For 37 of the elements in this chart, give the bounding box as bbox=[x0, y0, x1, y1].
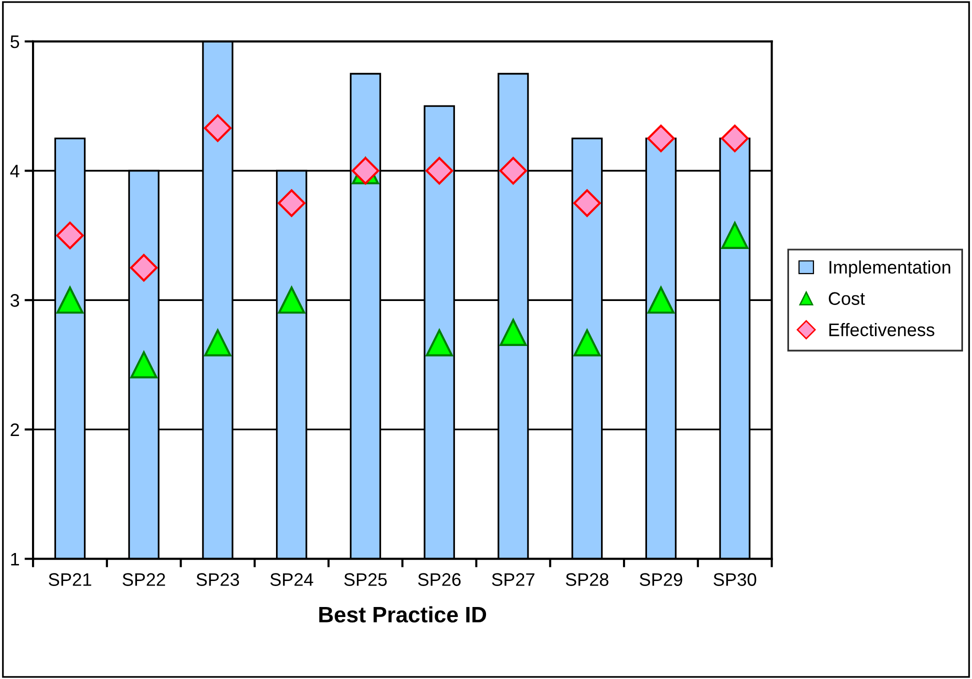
point bbox=[130, 254, 158, 282]
y-tick-label: 5 bbox=[10, 36, 20, 48]
point bbox=[500, 318, 527, 346]
point bbox=[573, 189, 601, 217]
legend-label: Implementation bbox=[830, 260, 950, 278]
x-tick-label: SP24 bbox=[270, 573, 314, 586]
x-tick-label: SP27 bbox=[492, 573, 534, 586]
point bbox=[204, 114, 232, 142]
x-tick-label: SP30 bbox=[714, 573, 756, 586]
x-tick-label: SP26 bbox=[418, 573, 461, 586]
x-tick-label: SP28 bbox=[566, 573, 608, 586]
point bbox=[499, 156, 528, 185]
point bbox=[647, 286, 675, 314]
point bbox=[278, 286, 306, 314]
point bbox=[426, 156, 454, 185]
x-tick-label: SP22 bbox=[122, 573, 166, 586]
point bbox=[56, 286, 84, 314]
x-tick-label: SP25 bbox=[344, 573, 387, 586]
point bbox=[426, 329, 453, 356]
x-tick-label: SP29 bbox=[640, 573, 682, 586]
x-axis-title: Best Practice ID bbox=[319, 606, 486, 623]
legend-label: Effectiveness bbox=[829, 322, 934, 336]
point bbox=[721, 222, 748, 249]
y-tick-label: 4 bbox=[10, 164, 20, 178]
point bbox=[204, 329, 232, 356]
legend-label: Cost bbox=[828, 292, 865, 305]
point bbox=[647, 124, 675, 152]
point bbox=[574, 329, 601, 356]
y-tick-label: 1 bbox=[11, 552, 19, 566]
point bbox=[130, 351, 158, 378]
y-tick-label: 2 bbox=[10, 423, 19, 436]
point bbox=[721, 124, 749, 152]
y-tick-label: 3 bbox=[10, 294, 20, 307]
point bbox=[278, 189, 306, 217]
x-tick-label: SP21 bbox=[48, 573, 92, 586]
point bbox=[56, 222, 84, 250]
x-tick-label: SP23 bbox=[196, 573, 240, 586]
